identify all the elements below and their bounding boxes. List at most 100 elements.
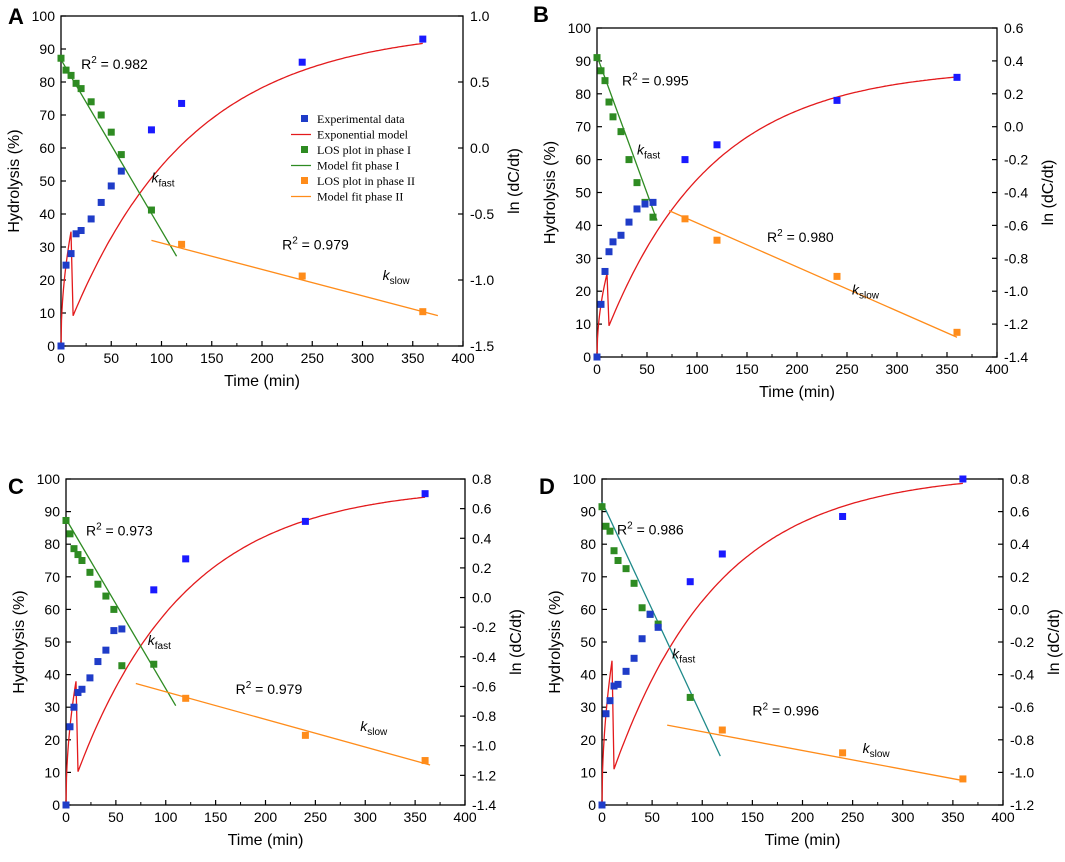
panel-a: A 0 50 100 150 200 250 300 350 400 0 10 20 30 40 50 60 70… [6,4,523,390]
y2-tick-label: -1.0 [1004,283,1028,299]
experimental-point [118,625,126,633]
legend-label: LOS plot in phase I [317,143,411,157]
experimental-point [833,96,841,104]
x-tick-label: 200 [250,350,274,366]
r2-phase1-label: R2 = 0.995 [622,72,689,89]
experimental-point [654,623,662,631]
y2-tick-label: -0.6 [1010,699,1034,715]
y2-tick-label: 0.4 [1004,53,1024,69]
y2-tick-label: -0.4 [1010,667,1034,683]
y-tick-label: 100 [37,471,61,487]
panel-d: D 0 50 100 150 200 250 300 350 400 0 10 20 30 40 50 60 70… [539,471,1063,849]
experimental-point [614,680,622,688]
los-phase1-point [70,545,78,553]
x-tick-label: 50 [103,350,119,366]
x-tick-label: 350 [941,809,965,825]
x-tick-label: 250 [304,809,328,825]
y-tick-label: 0 [52,797,60,813]
y-tick-label: 40 [580,667,596,683]
legend-marker [301,177,308,184]
experimental-point [77,227,85,234]
experimental-point [597,300,605,308]
los-phase2-point [959,775,967,783]
y-tick-label: 20 [39,272,55,288]
y2-tick-label: -1.5 [470,338,494,354]
y-tick-label: 10 [580,764,596,780]
y2-tick-label: -1.2 [472,767,496,783]
experimental-point [86,674,94,682]
y-tick-label: 50 [39,173,55,189]
experimental-point [638,635,646,643]
y-tick-label: 60 [44,601,60,617]
los-phase2-point [182,694,190,702]
y-tick-label: 30 [44,699,60,715]
y2-tick-label: -1.0 [472,738,496,754]
los-phase1-point [62,66,70,74]
experimental-point [959,475,967,483]
y-tick-label: 30 [580,699,596,715]
los-phase1-point [107,128,115,136]
los-phase1-point [593,54,601,62]
experimental-point [102,646,110,654]
y2-tick-label: 0.0 [1010,601,1030,617]
los-phase1-point [87,98,95,106]
y-tick-label: 40 [575,217,591,233]
experimental-point [610,682,618,690]
experimental-point [630,654,638,662]
r2-phase1-label: R2 = 0.973 [86,521,153,538]
y-tick-label: 70 [580,569,596,585]
experimental-point [839,512,847,520]
y-tick-label: 30 [39,239,55,255]
experimental-point [713,141,721,149]
x-tick-label: 0 [62,809,70,825]
y2-tick-label: -0.8 [1010,732,1034,748]
r2-phase1-label: R2 = 0.982 [81,55,148,72]
y2-tick-label: 0.5 [470,74,490,90]
los-phase1-point [609,113,617,121]
experimental-point [419,35,427,43]
los-phase2-point [839,749,847,757]
y2-tick-label: 0.2 [472,560,492,576]
y2-tick-label: -0.4 [1004,185,1028,201]
x-tick-label: 50 [639,361,655,377]
los-phase1-point [77,85,85,93]
los-phase1-point [597,67,605,75]
x-tick-label: 100 [150,350,174,366]
y2-tick-label: -0.2 [1010,634,1034,650]
los-phase2-point [713,236,721,244]
y-tick-label: 50 [44,634,60,650]
panel-letter: D [539,474,555,499]
x-tick-label: 150 [204,809,228,825]
y-tick-label: 90 [39,41,55,57]
y-tick-label: 20 [580,732,596,748]
panel-letter: C [8,474,24,499]
los-phase1-point [94,580,102,588]
x-tick-label: 350 [401,350,425,366]
experimental-point [147,126,155,134]
los-phase1-point [118,662,126,670]
y2-tick-label: -1.2 [1010,797,1034,813]
experimental-point [953,73,961,81]
los-phase1-point [102,592,110,600]
x-tick-label: 400 [985,361,1009,377]
y2-tick-label: -0.2 [1004,152,1028,168]
legend-label: LOS plot in phase II [317,174,415,188]
k-fast-label: kfast [672,645,695,665]
y-tick-label: 60 [575,152,591,168]
los-phase2-point [718,726,726,734]
experimental-point [72,230,80,238]
experimental-point [609,238,617,246]
experimental-point [686,578,694,586]
legend-label: Experimental data [317,112,405,126]
y-axis-title: Hydrolysis (%) [542,141,559,244]
experimental-point [78,685,86,693]
experimental-point [94,658,102,666]
experimental-point [87,215,95,223]
k-slow-label: kslow [360,718,388,738]
r2-phase1-label: R2 = 0.986 [617,520,684,537]
y-tick-label: 40 [39,206,55,222]
y2-tick-label: 0.0 [470,140,490,156]
y2-axis-title: ln (dC/dt) [1040,160,1057,226]
k-slow-label: kslow [852,281,880,301]
x-tick-label: 300 [354,809,378,825]
